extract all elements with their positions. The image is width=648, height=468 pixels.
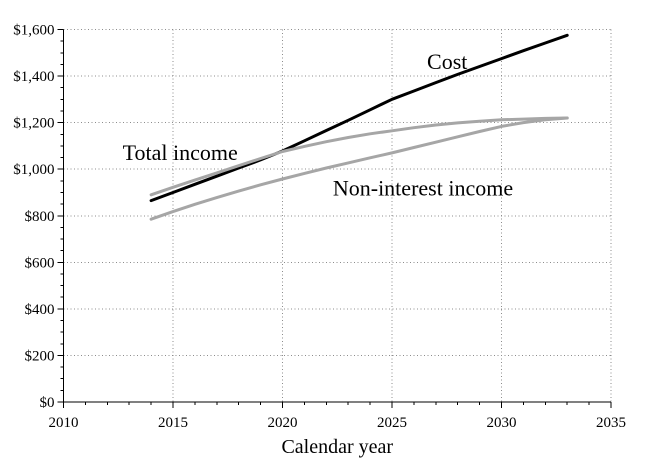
x-axis-title: Calendar year — [281, 436, 393, 458]
y-tick-label: $1,000 — [13, 162, 54, 178]
y-tick-label: $1,200 — [13, 116, 54, 132]
x-tick-label: 2035 — [596, 415, 626, 431]
axes — [57, 29, 612, 408]
x-tick-label: 2030 — [487, 415, 517, 431]
series-lines — [149, 33, 569, 221]
annotation-label: Non-interest income — [333, 175, 513, 200]
annotations: Total income Cost Non-interest income — [123, 49, 513, 200]
series-line-cost — [149, 33, 569, 203]
y-tick-label: $1,400 — [13, 69, 54, 85]
gridlines — [63, 29, 612, 402]
annotation-label: Total income — [123, 140, 238, 165]
x-tick-label: 2015 — [158, 415, 188, 431]
y-tick-label: $400 — [25, 302, 55, 318]
y-tick-label: $800 — [25, 209, 55, 225]
y-tick-label: $1,600 — [13, 23, 54, 39]
y-tick-label: $0 — [40, 395, 55, 411]
tick-labels: $0 $200 $400 $600 $800 $1,000 $1,200 $1,400 $1,6… — [13, 23, 626, 459]
series-line-non-interest-income — [149, 116, 569, 221]
series-line-total-income — [149, 116, 569, 197]
y-tick-label: $600 — [25, 255, 55, 271]
y-tick-label: $200 — [25, 348, 55, 364]
x-tick-label: 2025 — [377, 415, 407, 431]
x-tick-label: 2010 — [49, 415, 79, 431]
annotation-label: Cost — [427, 49, 467, 74]
x-tick-label: 2020 — [268, 415, 298, 431]
